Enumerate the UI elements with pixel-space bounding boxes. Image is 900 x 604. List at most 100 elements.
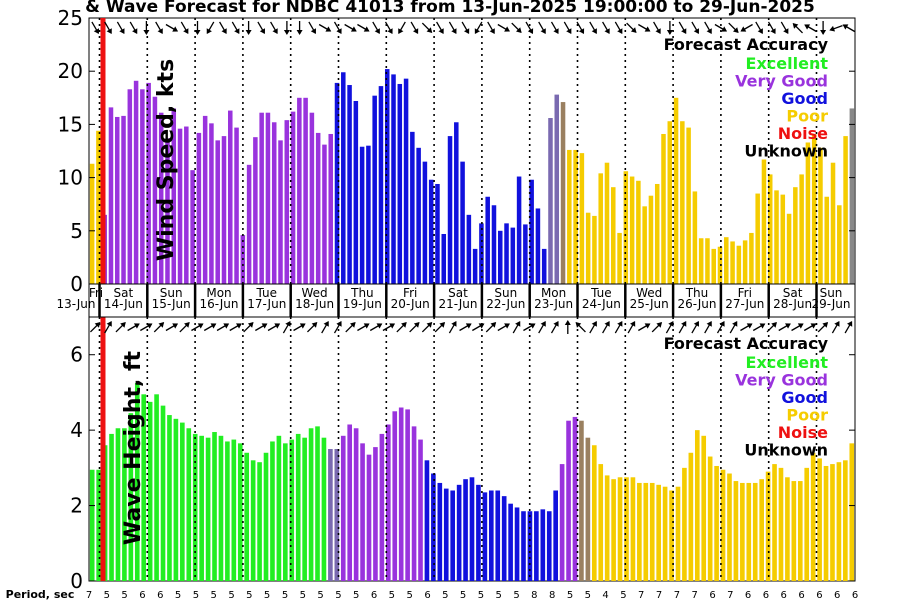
wind-bar [504, 223, 509, 284]
wave-bar [263, 452, 269, 581]
wind-bar [466, 214, 472, 284]
wave-direction-arrow [651, 322, 663, 333]
wave-bar [759, 479, 764, 581]
period-value: 5 [620, 590, 626, 600]
wind-bar [755, 193, 760, 284]
wave-legend-item: Poor [786, 406, 828, 425]
wind-bar [818, 147, 823, 284]
wind-bar [711, 248, 716, 284]
wind-direction-arrow [384, 21, 393, 35]
wave-bar [340, 435, 346, 581]
wind-bar [447, 136, 453, 284]
wave-bar [546, 511, 552, 581]
wind-direction-arrow [448, 21, 457, 35]
wind-bar [202, 115, 208, 284]
day-date-label: 24-Jun [582, 297, 621, 311]
wind-bar [372, 95, 377, 284]
wave-bar [772, 464, 777, 581]
wave-bar [225, 441, 230, 581]
wind-bar [366, 145, 371, 284]
period-value: 6 [781, 590, 787, 600]
wind-bar [780, 194, 786, 284]
wave-bar [308, 428, 314, 581]
wave-direction-arrow [345, 322, 356, 333]
day-date-label: 28-Jun [773, 297, 812, 311]
wind-bar [322, 144, 327, 284]
wind-direction-arrow [194, 21, 201, 35]
wave-direction-arrow [665, 320, 674, 334]
wave-direction-arrow [691, 320, 699, 334]
wind-direction-arrow [318, 23, 332, 32]
day-date-label: 13-Jun [56, 297, 95, 311]
wind-direction-arrow [678, 21, 687, 35]
period-value: 5 [300, 590, 306, 600]
wave-direction-arrow [678, 320, 687, 334]
wave-bar [617, 477, 623, 581]
wind-direction-arrow [283, 21, 290, 35]
wind-direction-arrow [638, 23, 651, 32]
wave-direction-arrow [704, 320, 712, 334]
wind-direction-arrow [344, 23, 357, 32]
wave-bar [321, 437, 327, 581]
wind-bar [516, 176, 522, 284]
wave-bar [199, 435, 204, 581]
wind-bar [793, 187, 798, 284]
wind-direction-arrow [270, 21, 278, 35]
wind-bar [133, 80, 139, 284]
wave-bar [843, 460, 848, 581]
wave-bar [386, 424, 391, 581]
wave-bar [353, 428, 359, 581]
wind-bar [209, 123, 214, 284]
wind-bar [171, 108, 177, 284]
wind-direction-arrow [653, 21, 661, 35]
day-weekday-label: Thu [350, 286, 374, 300]
wind-bar [410, 131, 415, 284]
wave-bar [785, 477, 790, 581]
wind-direction-arrow [357, 23, 370, 32]
wave-bar [553, 490, 558, 581]
wave-direction-arrow [844, 320, 853, 334]
day-date-label: 14-Jun [104, 297, 143, 311]
period-value: 5 [121, 590, 127, 600]
day-date-label: 27-Jun [725, 297, 764, 311]
wind-bar [359, 146, 365, 284]
period-value: 6 [424, 590, 430, 600]
wave-direction-arrow [89, 322, 101, 333]
wave-bar [315, 426, 320, 581]
period-value: 5 [460, 590, 466, 600]
day-date-label: 29-Jun [811, 297, 850, 311]
day-date-label: 23-Jun [534, 297, 573, 311]
wind-ytick-label: 15 [58, 112, 83, 136]
wave-direction-arrow [716, 320, 725, 334]
period-value: 6 [816, 590, 822, 600]
wind-direction-arrow [666, 21, 673, 35]
wave-bar [810, 452, 816, 581]
wave-legend-title: Forecast Accuracy [664, 334, 829, 353]
period-value: 5 [211, 590, 217, 600]
wind-bar [177, 128, 183, 284]
wave-direction-arrow [153, 322, 165, 333]
wind-bar [309, 112, 315, 284]
wave-bar [559, 464, 565, 581]
wind-ylabel: Wind Speed, kts [154, 59, 179, 261]
period-value: 5 [442, 590, 448, 600]
wave-bar [463, 479, 468, 581]
wave-direction-arrow [282, 320, 291, 334]
day-date-label: 25-Jun [630, 297, 669, 311]
day-date-label: 26-Jun [677, 297, 716, 311]
wave-direction-arrow [448, 320, 457, 334]
wind-direction-arrow [398, 21, 406, 35]
wind-direction-arrow [576, 21, 585, 35]
wave-bar [817, 458, 822, 581]
wind-bar [529, 179, 534, 284]
wave-direction-arrow [140, 323, 153, 332]
wave-bar [167, 415, 172, 581]
wind-bar [849, 108, 855, 284]
wave-direction-arrow [369, 323, 383, 332]
wind-ytick-label: 0 [70, 272, 83, 296]
wave-bar [611, 479, 616, 581]
wave-bar [128, 413, 134, 581]
wave-direction-arrow [472, 323, 485, 332]
period-value: 5 [104, 590, 110, 600]
